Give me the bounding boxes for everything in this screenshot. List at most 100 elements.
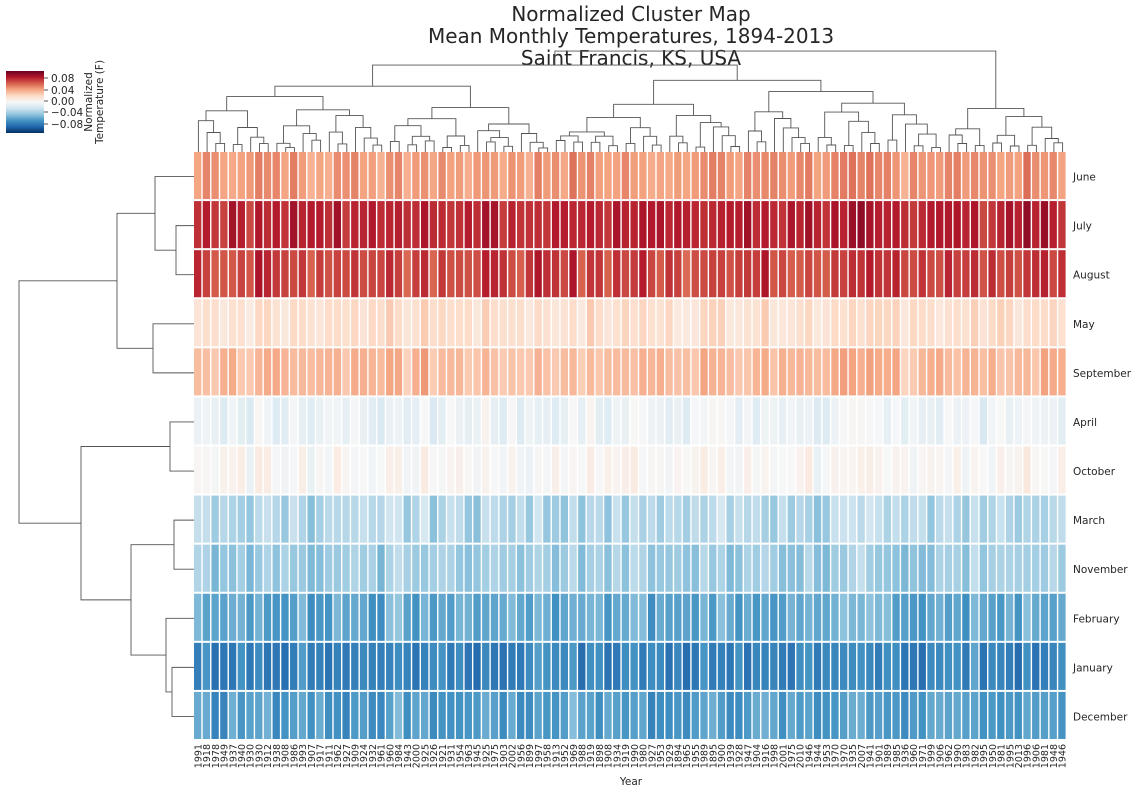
heatmap-cell — [482, 250, 490, 298]
column-label: 1924 — [359, 744, 370, 768]
heatmap-cell — [796, 348, 804, 396]
x-axis-label: Year — [619, 776, 643, 788]
heatmap-cell — [979, 544, 988, 592]
heatmap-cell — [194, 691, 202, 739]
heatmap-cell — [490, 593, 499, 641]
heatmap-cell — [936, 250, 944, 298]
heatmap-cell — [717, 250, 726, 298]
column-label: 2000 — [412, 744, 423, 768]
heatmap-cell — [621, 544, 630, 592]
heatmap-cell — [351, 691, 359, 739]
column-label: 1950 — [988, 744, 999, 768]
heatmap-cell — [246, 495, 254, 543]
heatmap-cell — [412, 348, 420, 396]
heatmap-cell — [639, 446, 647, 494]
column-label: 1935 — [848, 744, 859, 768]
heatmap-cell — [560, 201, 568, 249]
heatmap-cell — [953, 495, 961, 543]
heatmap-cell — [613, 642, 621, 690]
column-label: 1899 — [525, 744, 536, 768]
heatmap-cell — [499, 397, 507, 445]
heatmap-cell — [848, 201, 857, 249]
row-dendrogram-link — [175, 225, 194, 276]
heatmap-cell — [525, 348, 534, 396]
heatmap-cell — [1023, 495, 1031, 543]
heatmap-cell — [874, 691, 883, 739]
heatmap-cell — [324, 201, 333, 249]
column-dendrogram-link — [678, 142, 688, 152]
heatmap-cell — [674, 152, 682, 200]
heatmap-cell — [787, 495, 795, 543]
heatmap-cell — [1058, 250, 1066, 298]
heatmap-cell — [665, 691, 673, 739]
column-dendrogram-link — [197, 120, 215, 152]
heatmap-cell — [403, 691, 411, 739]
heatmap-cell — [290, 691, 298, 739]
heatmap-cell — [778, 250, 787, 298]
heatmap-cell — [962, 495, 970, 543]
heatmap-cell — [927, 299, 935, 347]
heatmap-cell — [1040, 593, 1049, 641]
heatmap-cell — [543, 152, 551, 200]
heatmap-cell — [499, 642, 507, 690]
heatmap-cell — [927, 201, 935, 249]
heatmap-cell — [447, 152, 455, 200]
heatmap-cell — [656, 544, 665, 592]
heatmap-cell — [246, 446, 254, 494]
heatmap-cell — [412, 299, 420, 347]
heatmap-cell — [621, 642, 630, 690]
heatmap-cell — [901, 691, 909, 739]
heatmap-cell — [761, 642, 769, 690]
heatmap-cell — [717, 152, 726, 200]
heatmap-cell — [551, 397, 560, 445]
heatmap-cell — [813, 299, 822, 347]
column-label: 1930 — [255, 744, 266, 768]
heatmap-cell — [805, 446, 813, 494]
column-label: 1984 — [394, 744, 405, 768]
heatmap-cell — [848, 593, 857, 641]
heatmap-cell — [700, 593, 708, 641]
column-label: 1919 — [621, 744, 632, 768]
heatmap-cell — [237, 642, 245, 690]
heatmap-cell — [787, 691, 795, 739]
heatmap-cell — [700, 495, 708, 543]
heatmap-cell — [490, 201, 499, 249]
heatmap-cell — [674, 250, 682, 298]
heatmap-cell — [307, 299, 315, 347]
heatmap-cell — [237, 348, 245, 396]
heatmap-cell — [578, 446, 586, 494]
heatmap-cell — [621, 201, 630, 249]
heatmap-cell — [447, 250, 455, 298]
column-label: 1996 — [1023, 744, 1034, 768]
heatmap-cell — [324, 446, 333, 494]
heatmap-cell — [194, 544, 202, 592]
heatmap-cell — [228, 593, 237, 641]
column-label: 1961 — [377, 744, 388, 768]
column-label: 1921 — [438, 744, 449, 768]
heatmap-cell — [534, 299, 542, 347]
heatmap-cell — [866, 446, 874, 494]
heatmap-cell — [988, 348, 996, 396]
heatmap-cell — [202, 691, 211, 739]
heatmap-cell — [569, 446, 577, 494]
column-label: 1983 — [962, 744, 973, 768]
heatmap-cell — [351, 299, 359, 347]
heatmap-cell — [1023, 593, 1031, 641]
column-dendrogram-link — [931, 146, 941, 152]
heatmap-cell — [700, 544, 708, 592]
column-dendrogram-link — [283, 125, 311, 144]
column-dendrogram-link — [590, 141, 601, 152]
heatmap-cell — [848, 446, 857, 494]
heatmap-cell — [770, 495, 778, 543]
heatmap-cell — [944, 397, 953, 445]
heatmap-cell — [709, 691, 717, 739]
heatmap-cell — [840, 250, 848, 298]
heatmap-cell — [988, 152, 996, 200]
row-dendrogram-link — [173, 519, 194, 570]
heatmap-cell — [770, 348, 778, 396]
colorbar-tick-label: 0.08 — [51, 73, 74, 85]
heatmap-cell — [630, 642, 638, 690]
heatmap-cell — [272, 152, 280, 200]
heatmap-cell — [298, 593, 307, 641]
